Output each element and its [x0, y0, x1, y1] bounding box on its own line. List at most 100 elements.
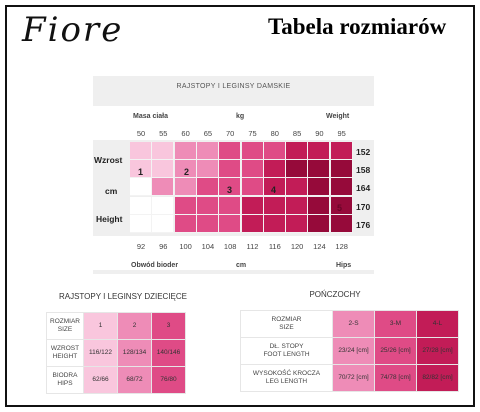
kids-row-height: WZROST HEIGHT 116/122 128/134 140/146	[46, 339, 186, 367]
size-grid-cell	[263, 160, 286, 179]
size-grid-cell	[196, 196, 219, 215]
socks-table-title: POŃCZOCHY	[309, 290, 361, 299]
socks-cell: 74/78 [cm]	[374, 364, 417, 392]
hips-tick: 116	[268, 242, 281, 251]
hips-tick: 124	[313, 242, 326, 251]
weight-tick: 95	[337, 129, 346, 138]
size-grid-cell	[241, 178, 264, 197]
size-number-1: 1	[138, 167, 144, 177]
socks-row-size: ROZMIAR SIZE 2-S 3-M 4-L	[240, 310, 459, 338]
kids-row-label: BIODRA HIPS	[46, 366, 84, 394]
hips-tick: 104	[201, 242, 215, 251]
socks-row-label: ROZMIAR SIZE	[240, 310, 333, 338]
socks-cell: 2-S	[332, 310, 375, 338]
page-title: Tabela rozmiarów	[268, 14, 447, 39]
kids-row-label: WZROST HEIGHT	[46, 339, 84, 367]
weight-unit: kg	[236, 113, 245, 120]
size-grid-cell	[263, 196, 286, 215]
size-grid-cell	[330, 178, 353, 197]
socks-cell: 4-L	[416, 310, 459, 338]
size-number-3: 3	[227, 185, 233, 195]
kids-row-hips: BIODRA HIPS 62/66 68/72 76/80	[46, 366, 186, 394]
height-tick: 158	[356, 165, 371, 176]
size-grid-cell	[174, 160, 197, 179]
size-grid-cell	[263, 214, 286, 233]
size-grid-cell	[130, 214, 152, 233]
weight-tick: 85	[292, 129, 302, 138]
hips-tick: 112	[246, 242, 259, 251]
weight-tick: 70	[226, 129, 235, 138]
size-grid-cell	[219, 196, 242, 215]
size-grid-cell	[152, 142, 175, 160]
kids-cell: 68/72	[117, 366, 152, 394]
height-tick: 152	[356, 147, 371, 157]
size-grid-cell	[286, 196, 309, 215]
size-grid-cell	[196, 214, 219, 233]
size-grid-cell	[130, 160, 152, 179]
size-number-4: 4	[271, 185, 277, 195]
socks-size-table: ROZMIAR SIZE 2-S 3-M 4-L DŁ. STOPY FOOT LE…	[240, 310, 459, 392]
kids-cell: 3	[151, 312, 186, 340]
height-label-bottom: Height	[96, 214, 123, 224]
socks-cell: 3-M	[374, 310, 417, 338]
hips-tick: 100	[179, 242, 192, 251]
size-grid-cell	[219, 142, 242, 160]
weight-tick: 60	[181, 129, 190, 138]
size-grid-cell	[241, 142, 264, 160]
size-grid-cell	[174, 214, 197, 233]
size-grid-cell	[330, 142, 353, 160]
size-grid-cell	[130, 142, 152, 160]
kids-cell: 116/122	[83, 339, 118, 367]
size-grid-cell	[174, 178, 197, 197]
socks-row-label: WYSOKOŚĆ KROCZA LEG LENGTH	[240, 364, 333, 392]
height-tick: 170	[356, 201, 371, 212]
kids-cell: 62/66	[83, 366, 118, 394]
weight-tick: 75	[248, 129, 257, 138]
kids-cell: 1	[83, 312, 118, 340]
size-grid-cell	[330, 196, 353, 215]
socks-row-foot: DŁ. STOPY FOOT LENGTH 23/24 [cm] 25/26 [c…	[240, 337, 459, 365]
women-chart-title: RAJSTOPY I LEGINSY DAMSKIE	[176, 83, 291, 90]
weight-label-left: Masa ciała	[133, 113, 169, 120]
size-grid-cell	[330, 214, 353, 233]
size-grid-cell	[286, 214, 309, 233]
kids-row-label: ROZMIAR SIZE	[46, 312, 84, 340]
brand-logo: Fiore	[22, 10, 124, 50]
kids-cell: 76/80	[151, 366, 186, 394]
socks-row-leg: WYSOKOŚĆ KROCZA LEG LENGTH 70/72 [cm] 74/…	[240, 364, 459, 392]
size-grid-cell	[263, 178, 286, 197]
size-grid-cell	[174, 196, 197, 215]
weight-tick: 80	[270, 129, 279, 138]
size-grid-cell	[241, 196, 264, 215]
weight-tick: 55	[159, 129, 168, 138]
size-grid-cell	[174, 142, 197, 160]
size-grid-cell	[286, 178, 309, 197]
weight-label-right: Weight	[326, 113, 350, 120]
height-tick: 176	[356, 219, 371, 230]
kids-cell: 140/146	[151, 339, 186, 367]
size-grid-cell	[152, 178, 175, 197]
size-grid-cell	[152, 214, 175, 233]
weight-tick: 50	[136, 129, 146, 138]
size-grid-cell	[286, 160, 309, 179]
kids-cell: 128/134	[117, 339, 152, 367]
size-grid-cell	[130, 178, 152, 197]
socks-cell: 82/82 [cm]	[416, 364, 459, 392]
socks-cell: 27/28 [cm]	[416, 337, 459, 365]
height-unit: cm	[105, 186, 118, 196]
height-tick: 164	[356, 183, 371, 194]
size-grid-cell	[263, 142, 286, 160]
kids-cell: 2	[117, 312, 152, 340]
size-grid-cell	[308, 214, 331, 233]
size-number-2: 2	[184, 167, 190, 177]
hips-strip	[93, 236, 374, 270]
size-grid-cell	[130, 196, 152, 215]
size-grid-cell	[308, 196, 331, 215]
hips-tick: 128	[335, 242, 348, 251]
size-grid-cell	[308, 142, 331, 160]
weight-tick: 65	[203, 129, 213, 138]
kids-table-title: RAJSTOPY I LEGINSY DZIECIĘCE	[58, 292, 188, 301]
size-grid-cell	[152, 160, 175, 179]
page-frame	[5, 5, 475, 407]
weight-tick: 90	[315, 129, 324, 138]
